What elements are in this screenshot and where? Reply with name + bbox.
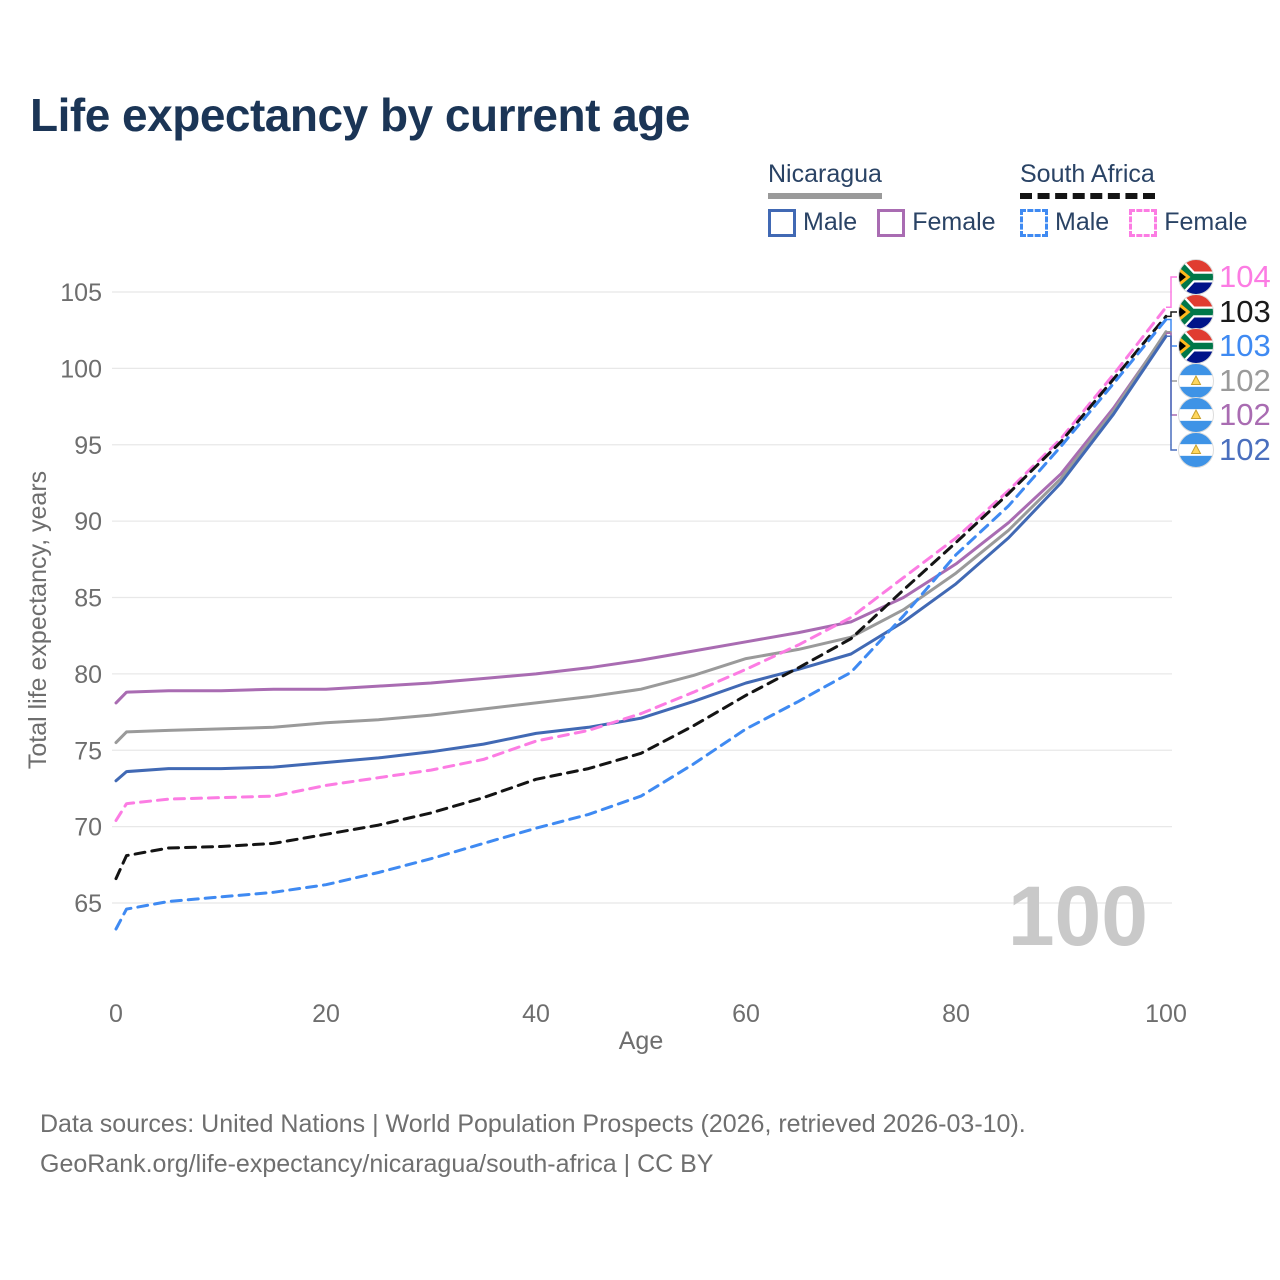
end-value-label-nic_male: 102 [1219,432,1271,467]
end-value-label-sa_all: 103 [1219,294,1271,329]
south-africa-female-swatch [1129,208,1158,237]
leader-line-sa_all [1166,311,1177,318]
flag-south-africa-icon [1178,294,1214,330]
legend-label-south-africa-male: Male [1055,208,1110,236]
legend-toggle-nicaragua-female[interactable]: Female [877,208,996,237]
x-tick-100: 100 [1145,1000,1187,1028]
flag-nicaragua-icon [1178,397,1214,433]
legend: Nicaragua Male Female South Africa Male [0,160,1280,240]
footer: Data sources: United Nations | World Pop… [40,1104,1026,1184]
y-tick-95: 95 [74,432,102,460]
y-tick-85: 85 [74,585,102,613]
legend-group-south-africa: South Africa Male Female [1020,160,1248,237]
legend-country-nicaragua: Nicaragua [768,160,882,199]
y-tick-80: 80 [74,661,102,689]
x-tick-80: 80 [942,1000,970,1028]
flag-south-africa-icon [1178,328,1214,364]
flag-south-africa-icon [1178,259,1214,295]
x-tick-60: 60 [732,1000,760,1028]
x-tick-0: 0 [109,1000,123,1028]
footer-source-url: GeoRank.org/life-expectancy/nicaragua/so… [40,1150,714,1178]
page-title: Life expectancy by current age [30,89,690,141]
flag-nicaragua-icon [1178,432,1214,468]
end-value-label-nic_all: 102 [1219,363,1271,398]
series-line-nic_all[interactable] [114,330,1168,745]
legend-toggle-nicaragua-male[interactable]: Male [768,208,857,237]
legend-label-nicaragua-female: Female [912,208,996,236]
end-value-label-nic_female: 102 [1219,397,1271,432]
series-line-sa_all[interactable] [114,314,1168,881]
series-line-nic_female[interactable] [114,331,1168,705]
series-line-sa_female[interactable] [114,305,1168,822]
y-tick-105: 105 [60,279,102,307]
x-axis-title: Age [619,1027,663,1055]
y-tick-75: 75 [74,737,102,765]
south-africa-male-swatch [1020,208,1048,237]
age-counter-watermark: 100 [1008,869,1148,963]
y-tick-100: 100 [60,355,102,383]
leader-line-nic_male [1166,335,1177,451]
nicaragua-male-swatch [768,208,796,237]
legend-toggle-south-africa-female[interactable]: Female [1129,208,1248,237]
legend-label-nicaragua-male: Male [803,208,858,236]
series-line-sa_male[interactable] [114,318,1168,931]
y-tick-65: 65 [74,890,102,918]
legend-label-south-africa-female: Female [1164,208,1248,236]
y-tick-70: 70 [74,814,102,842]
x-tick-20: 20 [312,1000,340,1028]
y-axis-title: Total life expectancy, years [24,471,52,769]
legend-country-south-africa: South Africa [1020,160,1155,199]
nicaragua-female-swatch [877,208,906,237]
y-tick-90: 90 [74,508,102,536]
leader-line-sa_female [1166,276,1177,309]
x-tick-40: 40 [522,1000,550,1028]
end-value-label-sa_male: 103 [1219,328,1271,363]
legend-group-nicaragua: Nicaragua Male Female [768,160,996,237]
end-value-label-sa_female: 104 [1219,259,1271,294]
footer-data-sources: Data sources: United Nations | World Pop… [40,1110,1026,1138]
flag-nicaragua-icon [1178,363,1214,399]
legend-toggle-south-africa-male[interactable]: Male [1020,208,1109,237]
